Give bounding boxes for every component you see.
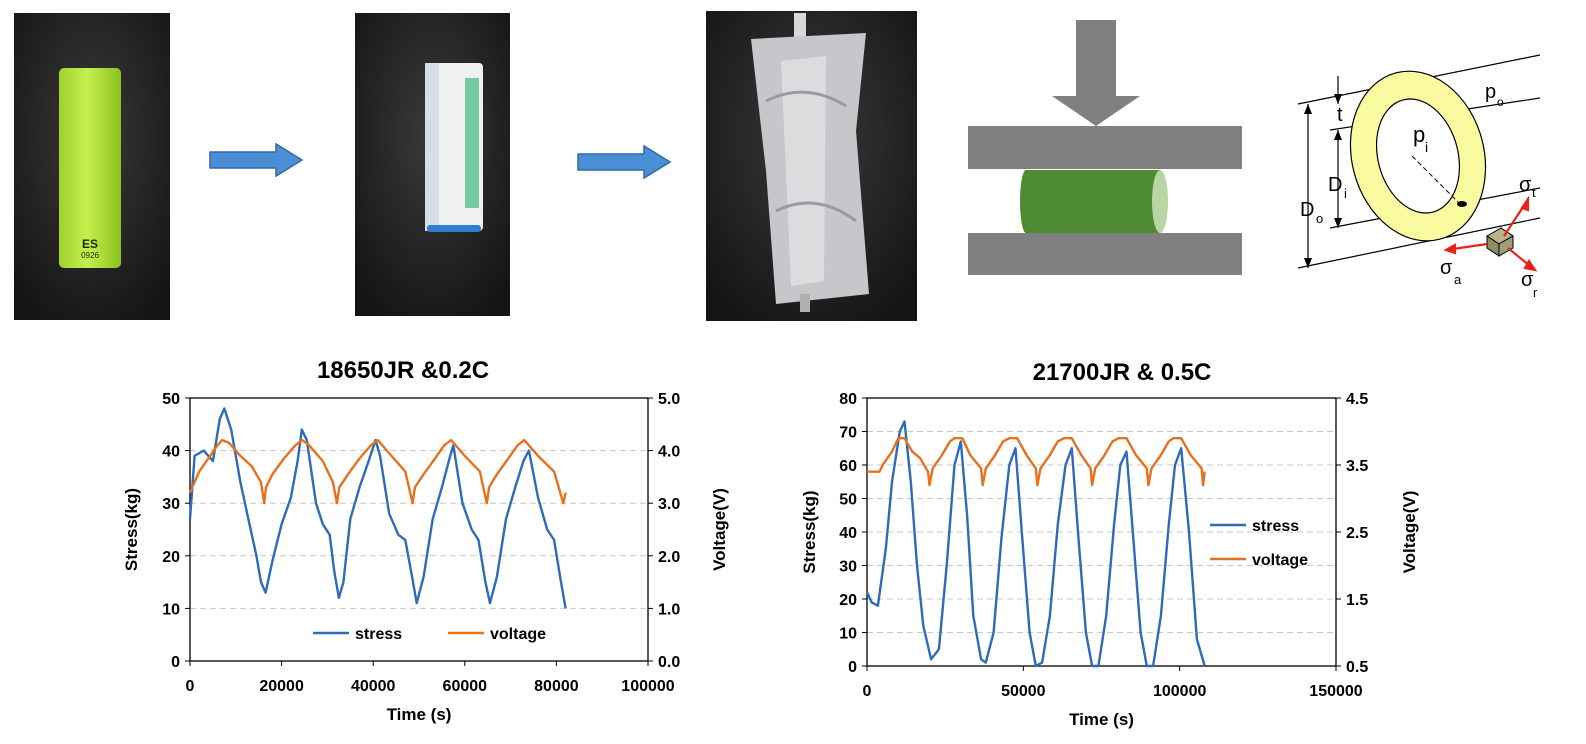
label-sigma-r: σ bbox=[1521, 269, 1534, 291]
x-tick-label: 60000 bbox=[443, 678, 488, 695]
shell-inner bbox=[1375, 98, 1461, 214]
y2-axis-label: Voltage(V) bbox=[710, 488, 729, 571]
series-voltage-line bbox=[867, 437, 1206, 487]
press-down-arrow bbox=[1052, 20, 1140, 126]
y2-tick-label: 4.0 bbox=[658, 444, 680, 461]
cell-marking-1: ES bbox=[82, 237, 98, 251]
y2-tick-label: 3.0 bbox=[658, 496, 680, 513]
label-po-sub: o bbox=[1497, 95, 1504, 109]
series-stress-line bbox=[188, 407, 567, 609]
x-axis-label: Time (s) bbox=[387, 705, 452, 724]
flow-arrow-2 bbox=[577, 144, 672, 180]
y-tick-label: 0 bbox=[848, 659, 857, 676]
y-tick-label: 30 bbox=[839, 559, 857, 576]
label-po: p bbox=[1485, 81, 1496, 103]
cylinder-body bbox=[1026, 170, 1160, 233]
shell-stress-diagram: t p o p i D i D o σ t σ a σ r bbox=[1297, 54, 1541, 300]
label-di: D bbox=[1328, 174, 1342, 196]
chart-title: 21700JR & 0.5C bbox=[1033, 359, 1212, 386]
x-tick-label: 40000 bbox=[351, 678, 396, 695]
legend-label-stress: stress bbox=[355, 626, 402, 643]
cell-marking-2: 0926 bbox=[81, 251, 99, 260]
series-voltage-line bbox=[188, 438, 567, 505]
jelly-roll-photo bbox=[355, 13, 510, 316]
y-tick-label: 40 bbox=[162, 444, 180, 461]
y-tick-label: 50 bbox=[839, 492, 857, 509]
y-axis-label: Stress(kg) bbox=[800, 490, 819, 573]
chart-18650: 18650JR &0.2C 0 10 20 30 40 50 0.0 1.0 2.0 3.0 4.0 5… bbox=[122, 357, 729, 724]
y2-axis-label: Voltage(V) bbox=[1400, 491, 1419, 574]
label-sigma-r-sub: r bbox=[1533, 285, 1538, 300]
x-tick-label: 50000 bbox=[1001, 683, 1046, 700]
y2-tick-label: 0.0 bbox=[658, 654, 680, 671]
label-do-sub: o bbox=[1316, 211, 1323, 226]
chart-21700: 21700JR & 0.5C 0 10 20 30 40 50 60 70 80 0.5 1.5 2.5… bbox=[800, 359, 1419, 729]
x-tick-label: 150000 bbox=[1309, 683, 1362, 700]
y-tick-label: 80 bbox=[839, 391, 857, 408]
y-tick-label: 30 bbox=[162, 496, 180, 513]
legend-label-voltage: voltage bbox=[490, 626, 546, 643]
x-tick-label: 100000 bbox=[1153, 683, 1206, 700]
flow-arrow-1 bbox=[209, 142, 304, 178]
label-sigma-t: σ bbox=[1519, 174, 1532, 196]
y2-tick-label: 0.5 bbox=[1346, 659, 1368, 676]
label-pi: p bbox=[1413, 122, 1425, 147]
plot-frame bbox=[189, 397, 649, 662]
legend-label-stress: stress bbox=[1252, 518, 1299, 535]
pouch-photo bbox=[706, 11, 917, 321]
cell-photo: ES 0926 bbox=[14, 13, 170, 320]
y2-tick-label: 2.5 bbox=[1346, 525, 1368, 542]
y2-tick-label: 1.5 bbox=[1346, 592, 1368, 609]
y2-tick-label: 1.0 bbox=[658, 601, 680, 618]
x-tick-label: 100000 bbox=[621, 678, 674, 695]
label-sigma-t-sub: t bbox=[1532, 185, 1536, 200]
green-cell bbox=[59, 68, 121, 268]
y-axis-label: Stress(kg) bbox=[122, 488, 141, 571]
label-t: t bbox=[1337, 104, 1343, 126]
y-tick-label: 10 bbox=[162, 601, 180, 618]
top-plate bbox=[968, 126, 1242, 169]
x-tick-label: 0 bbox=[863, 683, 872, 700]
y-tick-label: 20 bbox=[162, 549, 180, 566]
y-tick-label: 40 bbox=[839, 525, 857, 542]
y2-tick-label: 2.0 bbox=[658, 549, 680, 566]
legend-label-voltage: voltage bbox=[1252, 552, 1308, 569]
bottom-plate bbox=[968, 233, 1242, 275]
label-sigma-a-sub: a bbox=[1454, 272, 1462, 287]
label-di-sub: i bbox=[1344, 186, 1347, 201]
y-tick-label: 20 bbox=[839, 592, 857, 609]
cylinder-end bbox=[1152, 170, 1168, 233]
y2-tick-label: 5.0 bbox=[658, 391, 680, 408]
x-tick-label: 80000 bbox=[534, 678, 579, 695]
y2-tick-label: 4.5 bbox=[1346, 391, 1368, 408]
chart-title: 18650JR &0.2C bbox=[317, 357, 489, 384]
y-tick-label: 0 bbox=[171, 654, 180, 671]
label-sigma-a: σ bbox=[1440, 257, 1453, 279]
label-pi-sub: i bbox=[1425, 139, 1428, 155]
y-tick-label: 60 bbox=[839, 458, 857, 475]
x-axis-label: Time (s) bbox=[1069, 710, 1134, 729]
y2-tick-label: 3.5 bbox=[1346, 458, 1368, 475]
y-tick-label: 50 bbox=[162, 391, 180, 408]
x-tick-label: 20000 bbox=[259, 678, 304, 695]
series-stress-line bbox=[865, 420, 1206, 668]
label-do: D bbox=[1300, 199, 1314, 221]
x-tick-label: 0 bbox=[186, 678, 195, 695]
y-tick-label: 10 bbox=[839, 626, 857, 643]
compression-diagram bbox=[968, 20, 1242, 275]
plot-frame bbox=[866, 397, 1337, 667]
y-tick-label: 70 bbox=[839, 425, 857, 442]
